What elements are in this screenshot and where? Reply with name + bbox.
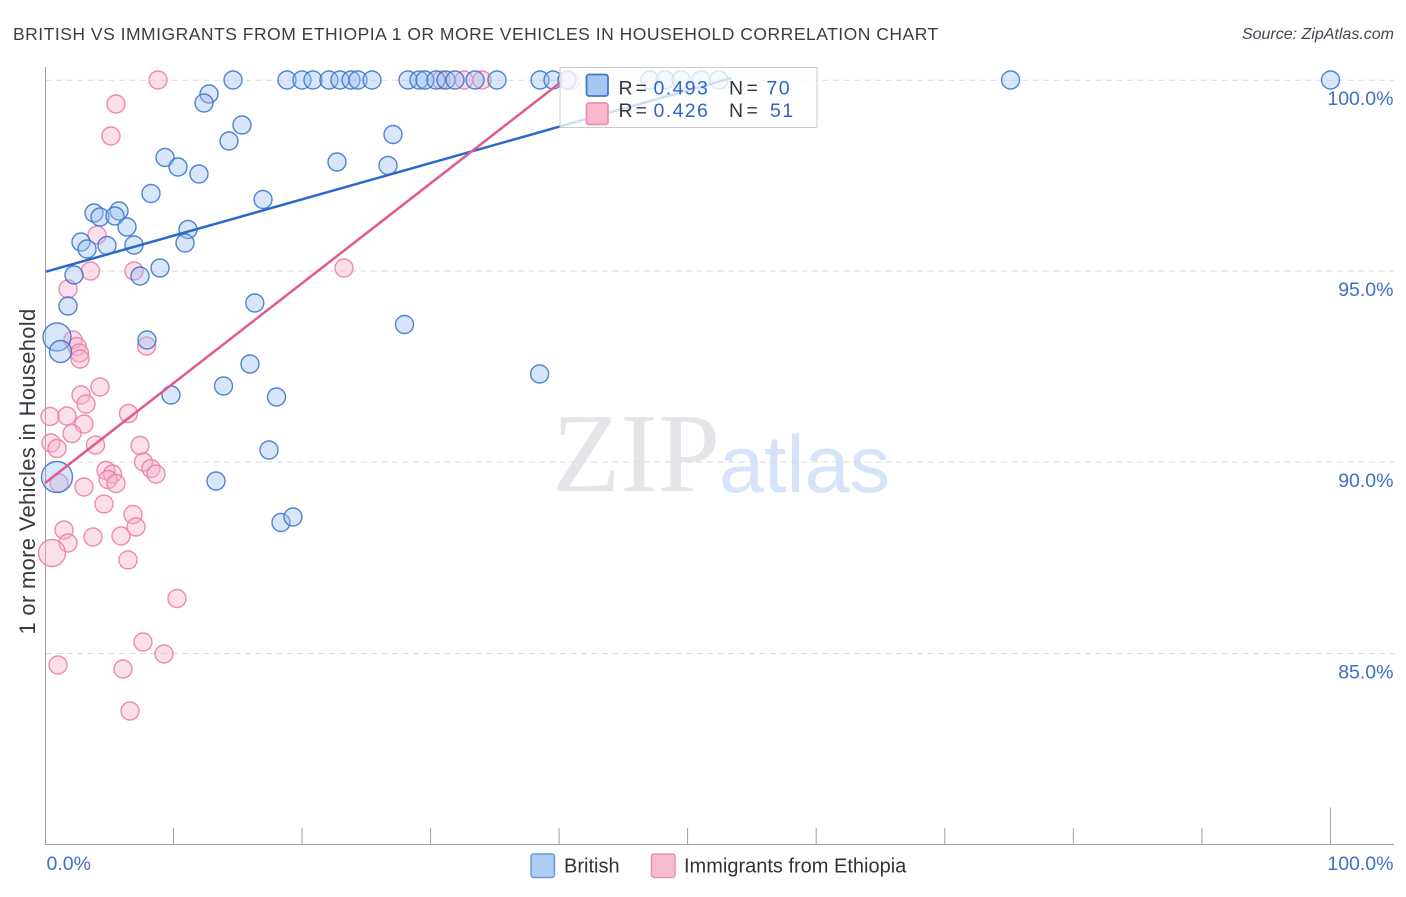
svg-text:=: = xyxy=(636,78,647,100)
svg-text:R: R xyxy=(619,78,633,100)
svg-text:=: = xyxy=(636,100,647,122)
svg-text:0.0%: 0.0% xyxy=(47,853,91,875)
svg-text:BRITISH VS IMMIGRANTS FROM ETH: BRITISH VS IMMIGRANTS FROM ETHIOPIA 1 OR… xyxy=(13,24,939,44)
svg-text:51: 51 xyxy=(770,100,795,122)
svg-text:1 or more Vehicles in Househol: 1 or more Vehicles in Household xyxy=(15,308,40,634)
svg-text:N: N xyxy=(729,100,743,122)
svg-text:=: = xyxy=(747,78,758,100)
svg-text:70: 70 xyxy=(767,78,792,100)
svg-text:atlas: atlas xyxy=(719,420,890,510)
svg-text:N: N xyxy=(729,78,743,100)
svg-text:=: = xyxy=(747,100,758,122)
svg-text:95.0%: 95.0% xyxy=(1338,279,1393,301)
svg-text:ZIP: ZIP xyxy=(552,392,720,516)
svg-text:90.0%: 90.0% xyxy=(1338,470,1393,492)
svg-text:85.0%: 85.0% xyxy=(1338,662,1393,684)
svg-text:100.0%: 100.0% xyxy=(1327,88,1393,110)
svg-text:R: R xyxy=(619,100,633,122)
svg-text:British: British xyxy=(564,856,620,878)
svg-text:0.493: 0.493 xyxy=(654,78,710,100)
svg-text:Immigrants from Ethiopia: Immigrants from Ethiopia xyxy=(684,856,907,878)
svg-text:100.0%: 100.0% xyxy=(1327,853,1393,875)
svg-text:Source: ZipAtlas.com: Source: ZipAtlas.com xyxy=(1242,26,1394,43)
svg-text:0.426: 0.426 xyxy=(654,100,710,122)
